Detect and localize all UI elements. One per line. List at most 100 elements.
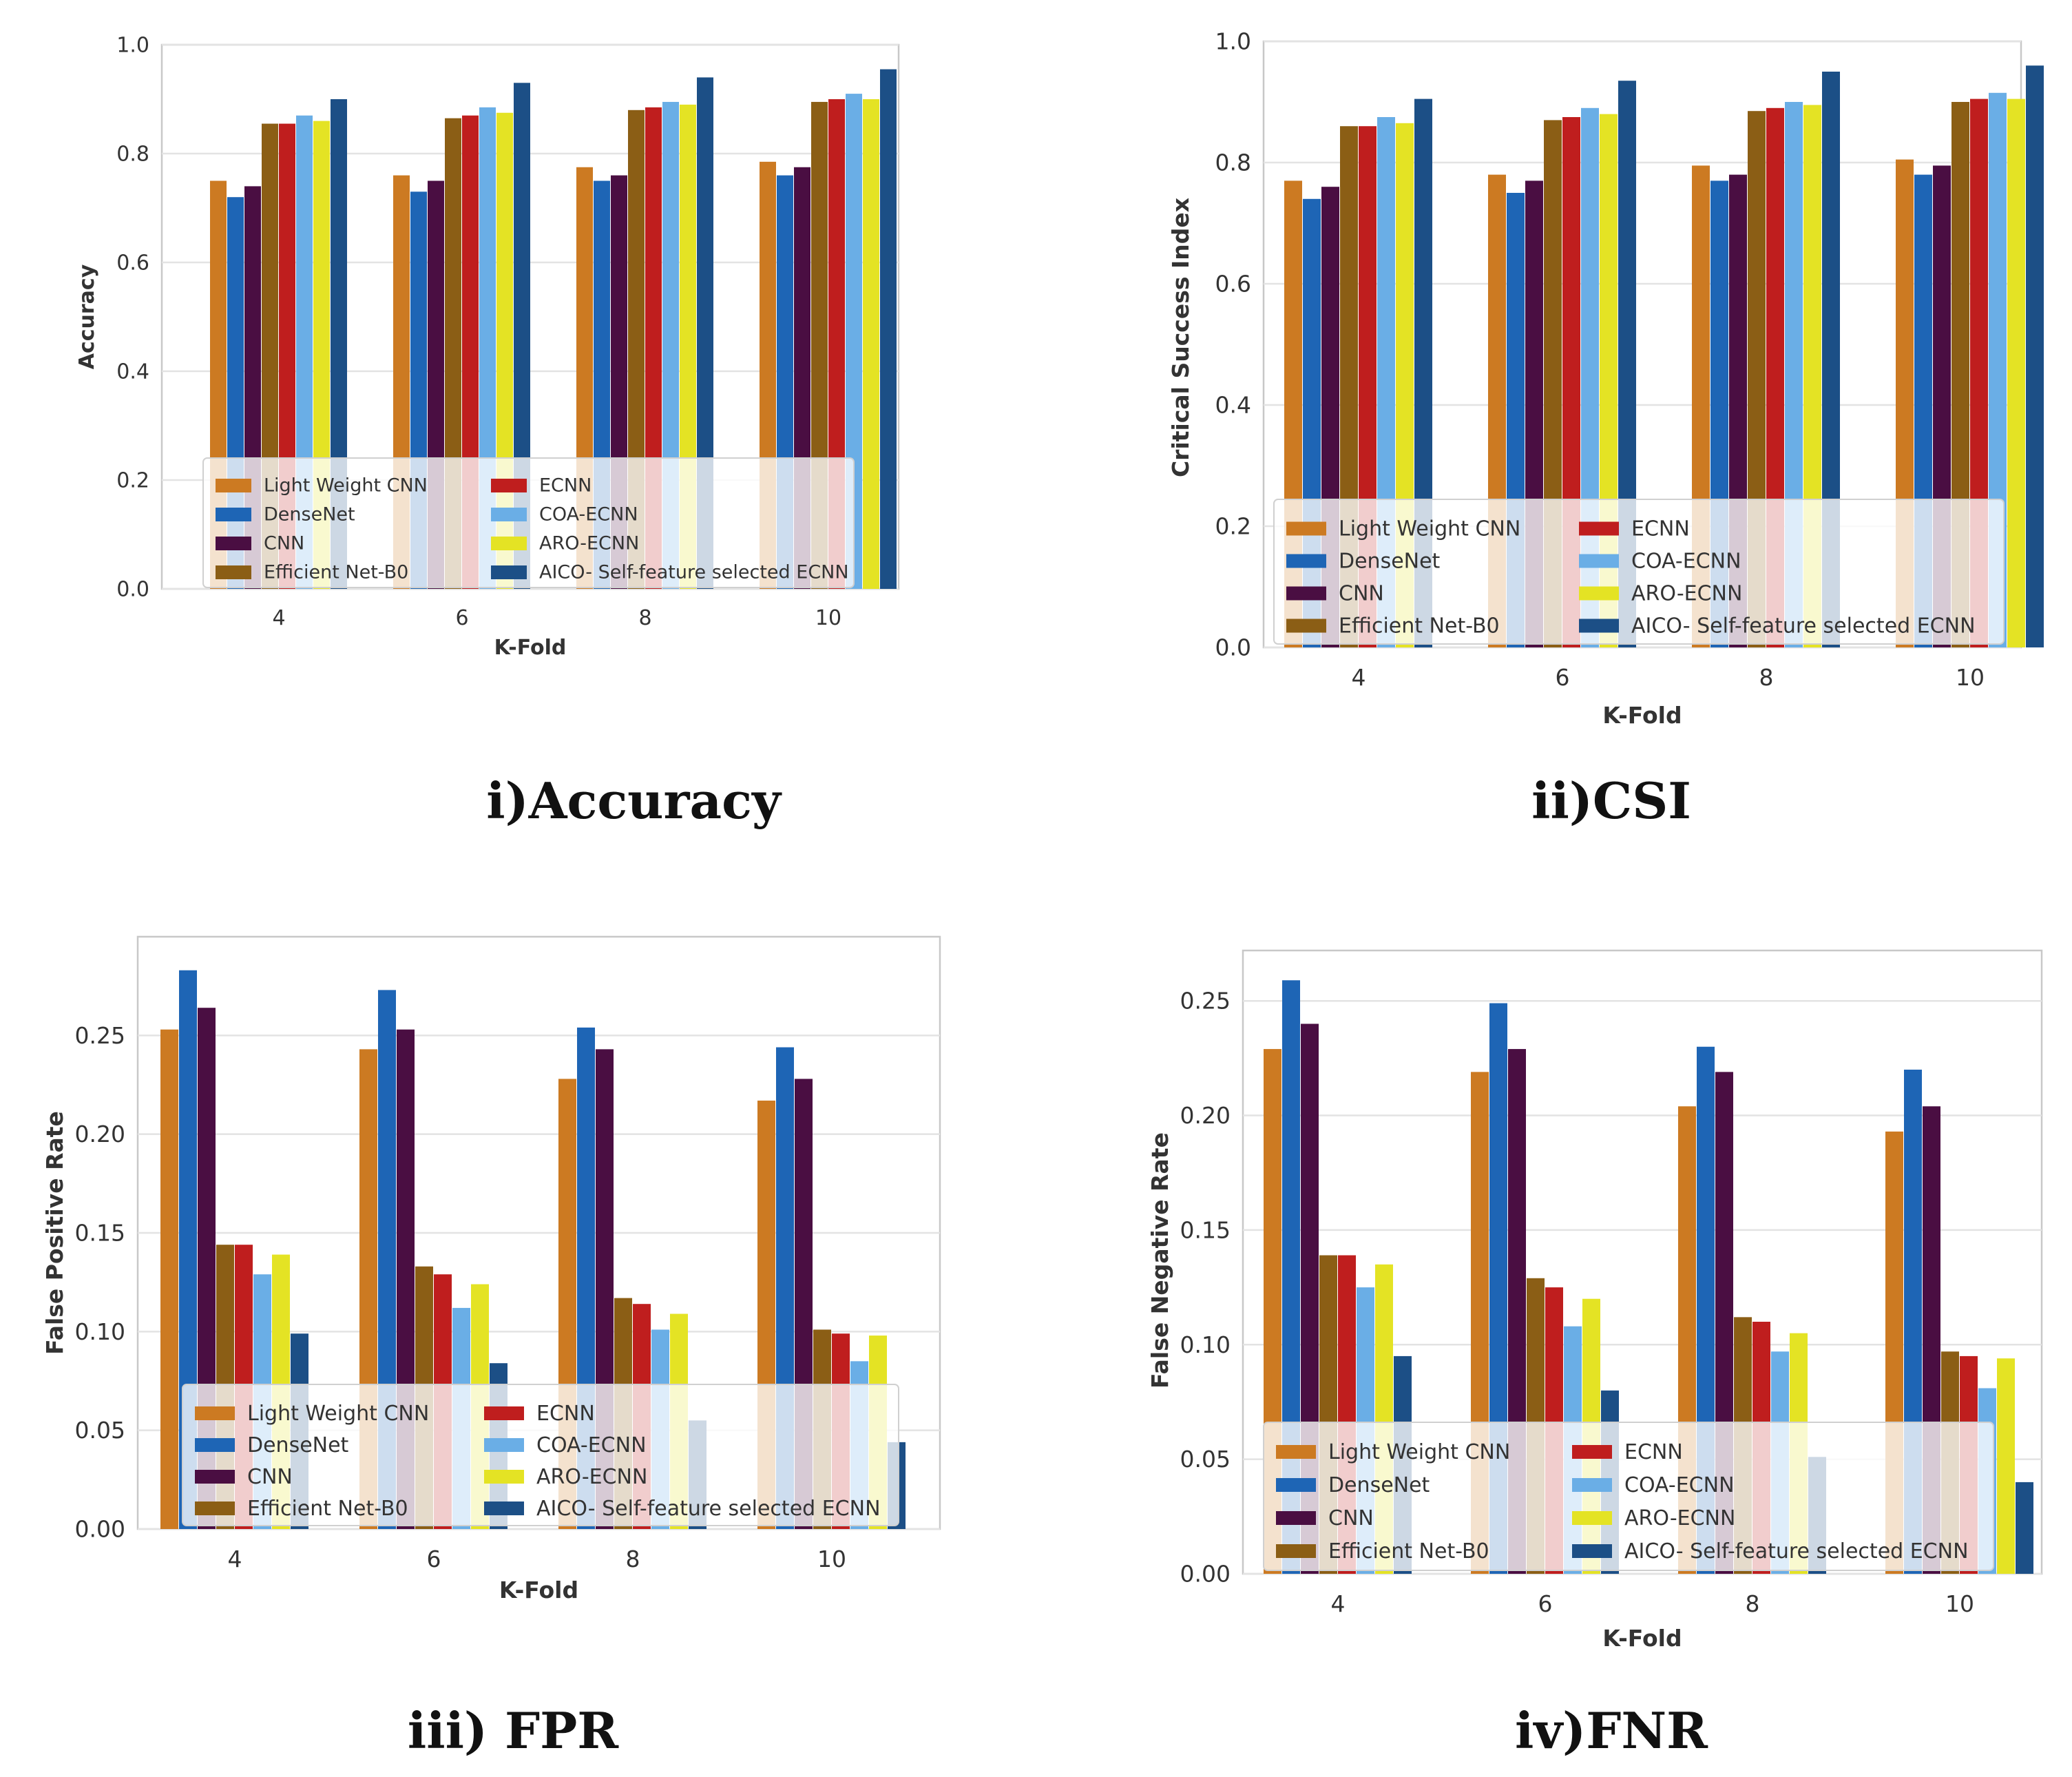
y-tick-label: 0.4: [116, 360, 149, 384]
x-tick-label: 10: [1956, 664, 1985, 691]
legend-swatch: [1286, 586, 1326, 601]
x-tick-label: 6: [455, 606, 468, 630]
legend-swatch: [1286, 554, 1326, 568]
caption-fpr: iii) FPR: [407, 1701, 619, 1760]
legend-label: AICO- Self-feature selected ECNN: [539, 562, 849, 583]
legend-label: ARO-ECNN: [536, 1465, 647, 1489]
legend-label: DenseNet: [264, 504, 355, 526]
legend-label: CNN: [1328, 1506, 1374, 1530]
x-tick-label: 8: [638, 606, 651, 630]
legend-label: ECNN: [1624, 1440, 1683, 1464]
x-tick-label: 10: [1945, 1590, 1974, 1617]
legend-label: ARO-ECNN: [1631, 581, 1742, 605]
x-tick-label: 8: [1759, 664, 1774, 691]
y-tick-label: 0.2: [116, 469, 149, 493]
y-tick-label: 0.25: [75, 1022, 125, 1049]
x-axis-label: K-Fold: [499, 1577, 578, 1603]
y-tick-label: 0.8: [116, 143, 149, 167]
y-tick-label: 1.0: [116, 34, 149, 58]
csi-chart-svg: 0.0 0.2 0.4 0.6 0.8 1.0 4 6 8 10 K-Fold Critical Su…: [1167, 28, 2044, 729]
legend-label: Efficient Net-B0: [1339, 614, 1500, 638]
legend-label: CNN: [247, 1465, 293, 1489]
y-tick-label: 0.05: [1180, 1446, 1231, 1473]
y-tick-label: 0.15: [1180, 1216, 1231, 1243]
legend-swatch: [216, 479, 251, 492]
bar-1: [160, 1029, 178, 1529]
legend-swatch: [484, 1501, 524, 1515]
x-axis-label: K-Fold: [494, 636, 567, 660]
x-tick-label: 6: [1538, 1590, 1553, 1617]
x-tick-label: 4: [1352, 664, 1366, 691]
fpr-chart: 0.00 0.05 0.10 0.15 0.20 0.25 4 6 8 10 K-Fold False…: [0, 916, 964, 1619]
x-tick-label: 4: [1331, 1590, 1346, 1617]
legend-swatch: [484, 1438, 524, 1452]
fnr-chart: 0.00 0.05 0.10 0.15 0.20 0.25 4 6 8 10 K-Fold False…: [1088, 930, 2066, 1660]
legend-label: Light Weight CNN: [1328, 1440, 1510, 1464]
bar-8: [880, 69, 897, 590]
y-tick-label: 0.20: [75, 1121, 125, 1147]
legend-label: Light Weight CNN: [247, 1402, 429, 1426]
legend-label: COA-ECNN: [539, 504, 638, 526]
legend-label: Efficient Net-B0: [264, 562, 408, 583]
y-tick-label: 0.2: [1215, 513, 1251, 540]
y-tick-label: 0.05: [75, 1417, 125, 1444]
legend-swatch: [216, 565, 251, 579]
x-tick-label: 4: [228, 1546, 242, 1572]
legend-label: AICO- Self-feature selected ECNN: [1631, 614, 1976, 638]
legend-swatch: [491, 479, 527, 492]
legend-label: Efficient Net-B0: [247, 1497, 408, 1521]
legend-swatch: [195, 1501, 235, 1515]
y-tick-label: 0.6: [116, 251, 149, 276]
y-tick-label: 0.0: [1215, 634, 1251, 661]
legend-box: [1263, 1422, 1994, 1571]
legend-label: ECNN: [539, 475, 592, 497]
legend-label: ARO-ECNN: [1624, 1506, 1735, 1530]
x-tick-label: 4: [272, 606, 285, 630]
legend-swatch: [216, 508, 251, 521]
legend-label: ECNN: [536, 1402, 595, 1426]
bar-7: [863, 99, 879, 589]
legend-label: ARO-ECNN: [539, 533, 639, 554]
legend-swatch: [1579, 619, 1619, 633]
legend-swatch: [1579, 554, 1619, 568]
legend-swatch: [1579, 521, 1619, 536]
legend-swatch: [1572, 1544, 1612, 1558]
legend-swatch: [484, 1406, 524, 1420]
bar-8: [2016, 1482, 2033, 1574]
legend-label: CNN: [264, 533, 304, 554]
y-tick-label: 0.20: [1180, 1102, 1231, 1129]
legend-label: AICO- Self-feature selected ECNN: [536, 1497, 881, 1521]
legend-label: Light Weight CNN: [1339, 517, 1520, 541]
x-tick-label: 6: [427, 1546, 441, 1572]
y-tick-label: 0.8: [1215, 149, 1251, 176]
x-tick-label: 10: [817, 1546, 846, 1572]
fnr-chart-svg: 0.00 0.05 0.10 0.15 0.20 0.25 4 6 8 10 K-Fold False…: [1147, 949, 2043, 1652]
legend-swatch: [1276, 1544, 1316, 1558]
legend-swatch: [195, 1438, 235, 1452]
legend-swatch: [1286, 619, 1326, 633]
legend-swatch: [491, 537, 527, 550]
legend-swatch: [491, 565, 527, 579]
legend-swatch: [1572, 1511, 1612, 1525]
legend-swatch: [1286, 521, 1326, 536]
y-tick-label: 0.10: [1180, 1331, 1231, 1358]
legend-label: Light Weight CNN: [264, 475, 428, 497]
legend-swatch: [1572, 1478, 1612, 1492]
x-tick-label: 8: [626, 1546, 640, 1572]
accuracy-chart: 0.0 0.2 0.4 0.6 0.8 1.0 4 6 8 10 K-Fold Accuracy Lig…: [0, 14, 964, 709]
x-tick-label: 6: [1556, 664, 1570, 691]
legend-label: COA-ECNN: [1624, 1473, 1735, 1497]
caption-accuracy: i)Accuracy: [486, 771, 781, 830]
caption-fnr: iv)FNR: [1514, 1701, 1708, 1760]
legend-box: [1273, 499, 2005, 645]
bar-7: [1997, 1358, 2015, 1574]
legend-swatch: [216, 537, 251, 550]
y-tick-label: 0.15: [75, 1220, 125, 1247]
x-tick-label: 8: [1746, 1590, 1760, 1617]
legend-label: Efficient Net-B0: [1328, 1539, 1489, 1563]
legend-label: DenseNet: [1339, 549, 1441, 573]
y-tick-label: 0.10: [75, 1318, 125, 1345]
legend-swatch: [195, 1406, 235, 1420]
accuracy-chart-svg: 0.0 0.2 0.4 0.6 0.8 1.0 4 6 8 10 K-Fold Accuracy Lig…: [75, 34, 900, 660]
y-axis-label: False Positive Rate: [41, 1111, 68, 1355]
